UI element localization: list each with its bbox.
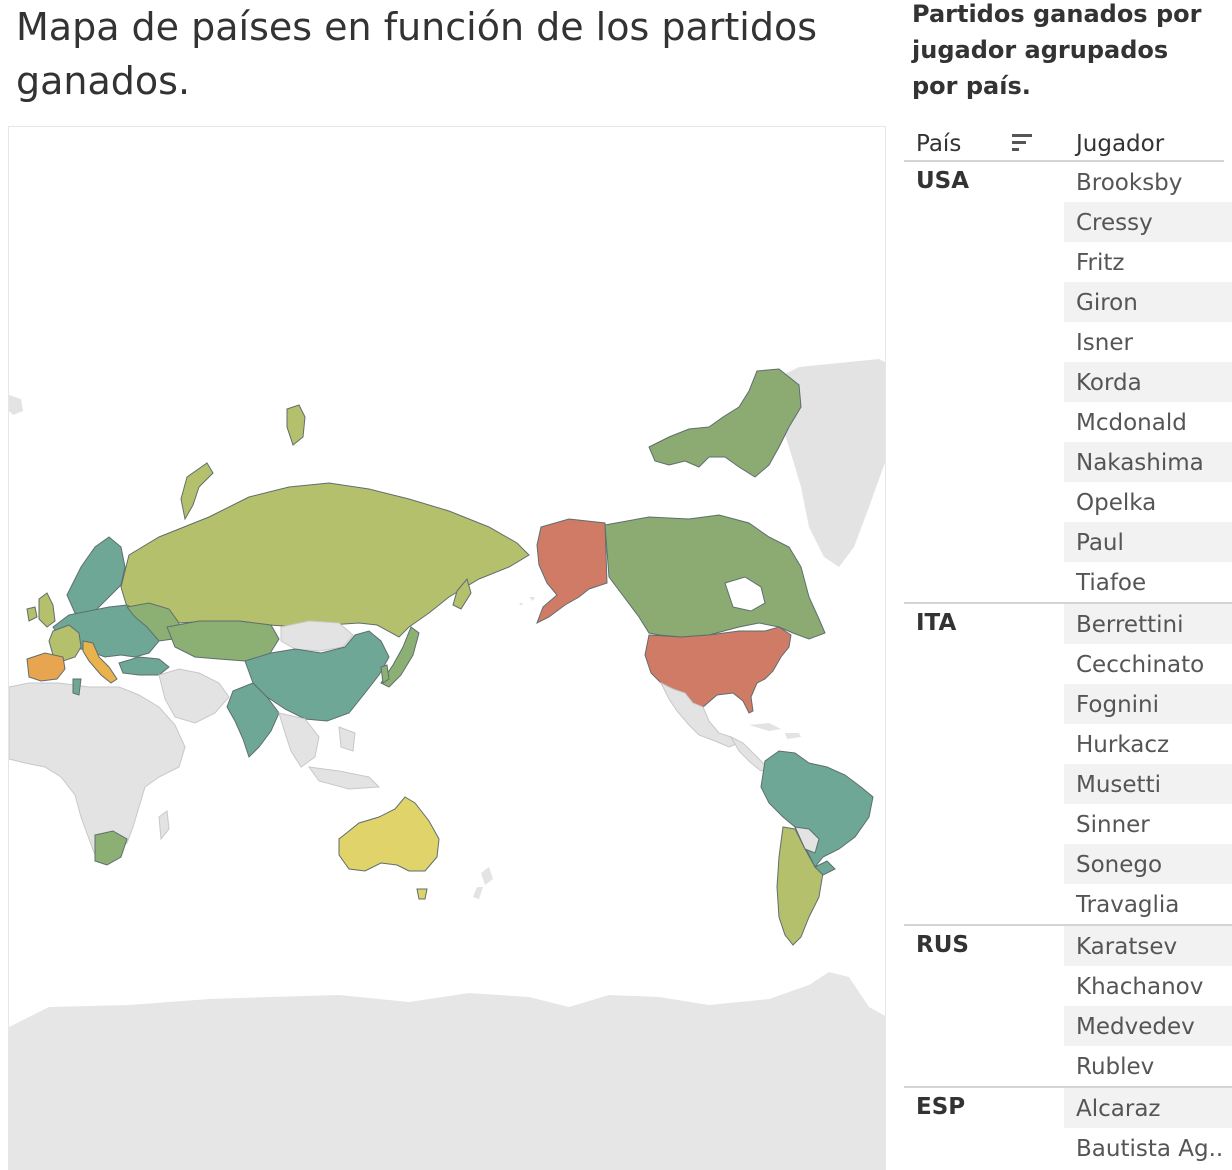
player-row[interactable]: Nakashima [1064,442,1232,482]
player-row[interactable]: Sinner [1076,812,1150,838]
player-row[interactable]: Alcaraz [1064,1088,1232,1128]
map-canvas[interactable] [9,127,886,1170]
player-row[interactable]: Bautista Ag.. [1076,1136,1224,1162]
player-row[interactable]: Giron [1064,282,1232,322]
canada-arctic[interactable] [648,368,802,478]
player-row[interactable]: Cressy [1064,202,1232,242]
south-america-north[interactable] [760,750,874,868]
player-row[interactable]: Paul [1064,522,1232,562]
player-row[interactable]: Cecchinato [1076,652,1205,678]
argentina[interactable] [776,826,824,946]
uk[interactable] [26,592,56,628]
player-row[interactable]: Isner [1076,330,1133,356]
scandinavia[interactable] [66,536,126,616]
iceland [9,395,23,415]
player-row[interactable]: Sonego [1064,844,1232,884]
south-africa[interactable] [94,830,128,866]
player-row[interactable]: Fritz [1076,250,1125,276]
korea[interactable] [380,664,390,684]
sort-icon[interactable] [1012,134,1032,154]
kamchatka[interactable] [452,577,472,610]
svalbard[interactable] [286,404,306,446]
canada[interactable] [604,514,826,640]
player-row[interactable]: Brooksby [1076,170,1183,196]
caribbean [749,723,801,739]
new-zealand [473,867,493,899]
player-row[interactable]: Karatsev [1064,926,1232,966]
usa[interactable] [644,626,792,714]
aleutians [519,597,535,606]
table-subtitle: Partidos ganados por jugador agrupados p… [912,0,1202,100]
player-row[interactable]: Musetti [1064,764,1232,804]
uruguay[interactable] [814,860,836,876]
africa [9,682,186,856]
table-header: País Jugador [904,128,1224,162]
country-cell[interactable]: RUS [916,932,969,958]
player-table: USA Brooksby Cressy Fritz Giron Isner Ko… [904,162,1232,1168]
player-row[interactable]: Berrettini [1064,604,1232,644]
player-row[interactable]: Opelka [1076,490,1157,516]
middle-east [158,668,230,724]
world-map[interactable] [8,126,886,1170]
country-group-rus: RUS Karatsev Khachanov Medvedev Rublev [904,926,1232,1088]
turkey[interactable] [118,656,170,676]
mongolia [280,620,354,652]
player-row[interactable]: Travaglia [1076,892,1180,918]
column-header-player[interactable]: Jugador [1076,131,1165,157]
column-header-country[interactable]: País [916,131,962,157]
antarctica [9,972,885,1170]
hudson-bay [724,576,766,612]
japan[interactable] [380,626,420,688]
player-row[interactable]: Medvedev [1064,1006,1232,1046]
player-row[interactable]: Korda [1064,362,1232,402]
player-row[interactable]: Mcdonald [1076,410,1187,436]
alaska[interactable] [536,518,608,625]
player-row[interactable]: Tiafoe [1076,570,1147,596]
australia[interactable] [338,796,440,872]
kazakhstan[interactable] [166,620,280,662]
india[interactable] [226,682,280,758]
southeast-asia [278,712,381,790]
country-group-ita: ITA Berrettini Cecchinato Fognini Hurkac… [904,604,1232,926]
italy[interactable] [82,640,118,684]
novaya-zemlya[interactable] [180,462,214,521]
player-row[interactable]: Khachanov [1076,974,1204,1000]
tunisia[interactable] [72,678,82,696]
country-cell[interactable]: USA [916,168,970,194]
player-row[interactable]: Fognini [1064,684,1232,724]
france[interactable] [48,624,82,662]
country-group-usa: USA Brooksby Cressy Fritz Giron Isner Ko… [904,162,1232,604]
spain[interactable] [26,652,66,682]
central-america [729,735,770,772]
country-cell[interactable]: ESP [916,1094,966,1120]
country-cell[interactable]: ITA [916,610,957,636]
madagascar [158,810,170,841]
page-title: Mapa de países en función de los partido… [16,5,818,103]
player-row[interactable]: Rublev [1076,1054,1155,1080]
country-group-esp: ESP Alcaraz Bautista Ag.. [904,1088,1232,1168]
player-row[interactable]: Hurkacz [1076,732,1170,758]
tasmania[interactable] [416,888,428,900]
